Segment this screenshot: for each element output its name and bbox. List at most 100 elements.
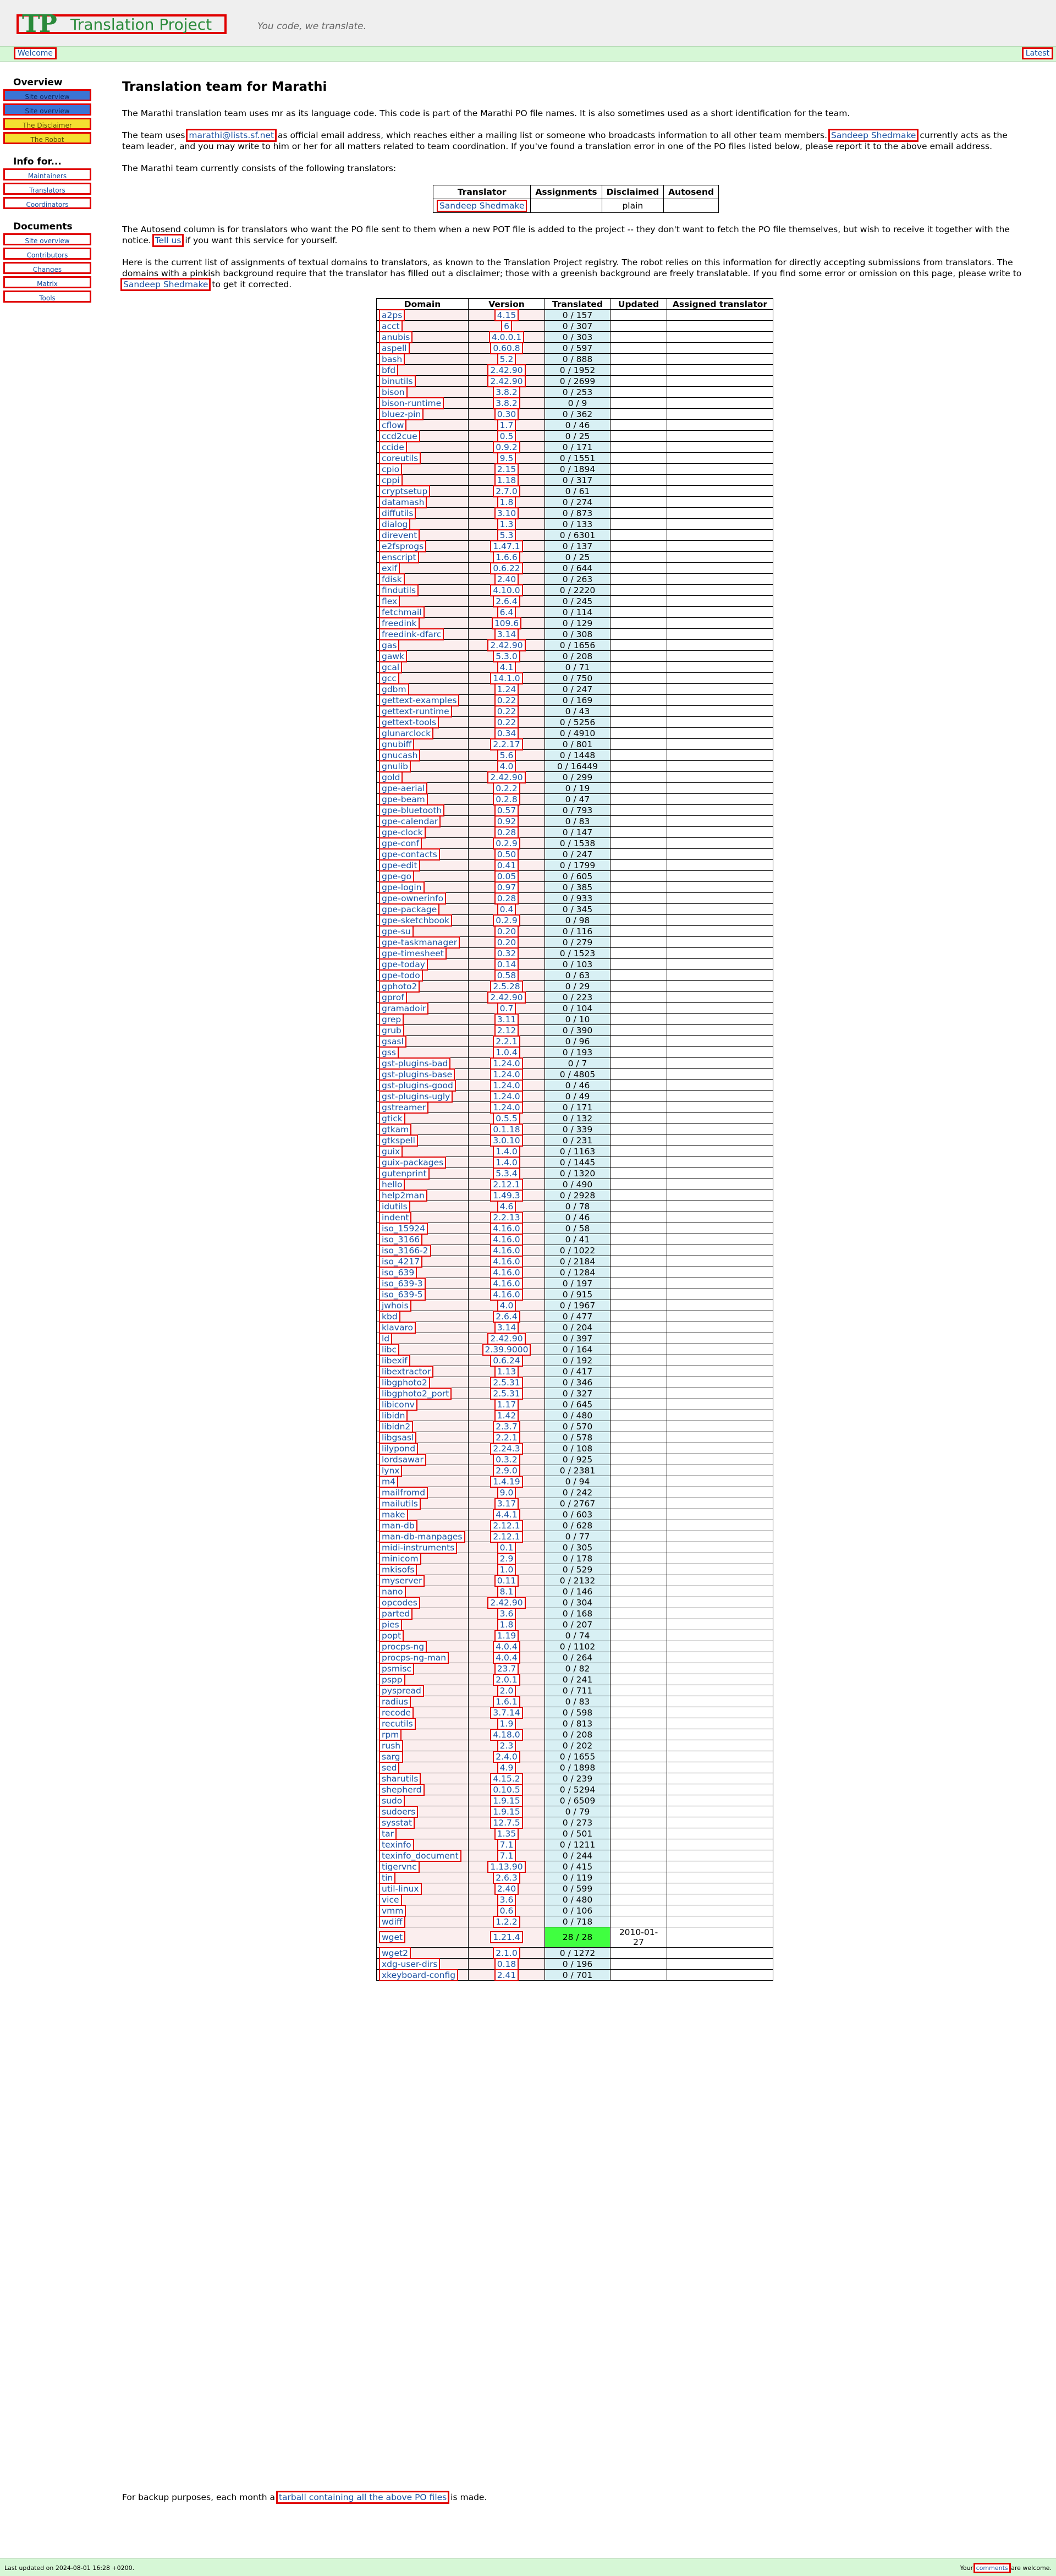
version-link[interactable]: 2.24.3 — [490, 1442, 523, 1455]
version-link[interactable]: 1.6.6 — [493, 551, 520, 563]
team-leader-link[interactable]: Sandeep Shedmake — [828, 129, 919, 142]
domain-link[interactable]: coreutils — [378, 452, 421, 464]
version-link[interactable]: 1.49.3 — [490, 1189, 523, 1202]
version-link[interactable]: 0.05 — [494, 870, 519, 883]
domain-link[interactable]: mailfromd — [378, 1486, 428, 1499]
version-link[interactable]: 2.12 — [494, 1024, 519, 1037]
version-link[interactable]: 2.42.90 — [487, 771, 526, 783]
version-link[interactable]: 0.22 — [494, 716, 519, 728]
version-link[interactable]: 1.24.0 — [490, 1101, 523, 1114]
version-link[interactable]: 2.3 — [497, 1739, 516, 1752]
domain-link[interactable]: cflow — [378, 419, 407, 431]
version-link[interactable]: 2.42.90 — [487, 375, 526, 387]
domain-link[interactable]: gpe-conf — [378, 837, 422, 849]
domain-link[interactable]: rpm — [378, 1728, 402, 1741]
domain-link[interactable]: xkeyboard-config — [378, 1969, 459, 1981]
version-link[interactable]: 4.9 — [497, 1761, 516, 1774]
version-link[interactable]: 3.11 — [494, 1013, 519, 1026]
version-link[interactable]: 5.3.0 — [493, 650, 520, 662]
domain-link[interactable]: mkisofs — [378, 1563, 417, 1576]
version-link[interactable]: 2.0 — [497, 1684, 516, 1697]
version-link[interactable]: 0.7 — [497, 1002, 516, 1015]
version-link[interactable]: 4.15.2 — [490, 1772, 523, 1785]
version-link[interactable]: 2.4.0 — [493, 1750, 520, 1763]
version-link[interactable]: 2.42.90 — [487, 364, 526, 376]
domain-link[interactable]: sudoers — [378, 1805, 419, 1818]
domain-link[interactable]: popt — [378, 1629, 404, 1642]
version-link[interactable]: 1.24.0 — [490, 1090, 523, 1103]
domain-link[interactable]: radius — [379, 1695, 411, 1708]
version-link[interactable]: 5.6 — [497, 749, 516, 761]
domain-link[interactable]: gcal — [378, 661, 403, 673]
domain-link[interactable]: gpe-clock — [379, 826, 426, 838]
domain-link[interactable]: gst-plugins-bad — [378, 1057, 451, 1070]
version-link[interactable]: 0.30 — [494, 408, 519, 420]
version-link[interactable]: 2.9 — [497, 1552, 516, 1565]
version-link[interactable]: 1.9.15 — [490, 1805, 523, 1818]
version-link[interactable]: 0.2.2 — [493, 782, 520, 794]
domain-link[interactable]: gnulib — [379, 760, 411, 772]
domain-link[interactable]: e2fsprogs — [378, 540, 427, 552]
domain-link[interactable]: gphoto2 — [378, 980, 420, 993]
domain-link[interactable]: texinfo — [379, 1838, 414, 1851]
domain-link[interactable]: wget — [378, 1931, 406, 1943]
version-link[interactable]: 4.16.0 — [490, 1288, 523, 1301]
domain-link[interactable]: gprof — [379, 991, 407, 1004]
domain-link[interactable]: aspell — [379, 342, 410, 354]
domain-link[interactable]: libextractor — [378, 1365, 434, 1378]
domain-link[interactable]: gas — [378, 639, 400, 651]
domain-link[interactable]: gpe-su — [379, 925, 414, 938]
domain-link[interactable]: libgphoto2 — [379, 1376, 430, 1389]
version-link[interactable]: 2.5.28 — [490, 980, 523, 993]
domain-link[interactable]: gettext-tools — [378, 716, 439, 728]
version-link[interactable]: 1.7 — [497, 419, 516, 431]
domain-link[interactable]: guix — [378, 1145, 403, 1158]
domain-link[interactable]: mailutils — [379, 1497, 421, 1510]
version-link[interactable]: 1.35 — [494, 1827, 519, 1840]
version-link[interactable]: 0.1 — [497, 1541, 516, 1554]
version-link[interactable]: 0.97 — [494, 881, 519, 894]
tell-us-link[interactable]: Tell us — [152, 234, 184, 247]
domain-link[interactable]: flex — [378, 595, 400, 607]
domain-link[interactable]: xdg-user-dirs — [378, 1958, 441, 1970]
version-link[interactable]: 2.5.31 — [490, 1387, 523, 1400]
version-link[interactable]: 4.18.0 — [490, 1728, 523, 1741]
version-link[interactable]: 3.8.2 — [493, 386, 520, 398]
version-link[interactable]: 1.4.0 — [493, 1156, 520, 1169]
domain-link[interactable]: bfd — [378, 364, 399, 376]
welcome-link[interactable]: Welcome — [13, 47, 57, 59]
domain-link[interactable]: sudo — [378, 1794, 405, 1807]
version-link[interactable]: 2.12.1 — [490, 1530, 523, 1543]
version-link[interactable]: 2.9.0 — [493, 1464, 520, 1477]
version-link[interactable]: 0.32 — [494, 947, 519, 960]
version-link[interactable]: 4.10.0 — [490, 584, 523, 596]
domain-link[interactable]: ld — [378, 1332, 393, 1345]
version-link[interactable]: 2.2.17 — [490, 738, 523, 750]
version-link[interactable]: 2.6.3 — [493, 1871, 520, 1884]
domain-link[interactable]: procps-ng — [378, 1640, 427, 1653]
version-link[interactable]: 3.14 — [494, 1321, 519, 1334]
version-link[interactable]: 7.1 — [497, 1849, 516, 1862]
domain-link[interactable]: tin — [378, 1871, 396, 1884]
sidebar-item-overview-2[interactable]: Site overview — [3, 103, 91, 116]
domain-link[interactable]: sed — [378, 1761, 400, 1774]
version-link[interactable]: 2.42.90 — [487, 991, 526, 1004]
version-link[interactable]: 1.24.0 — [490, 1068, 523, 1081]
version-link[interactable]: 1.8 — [497, 496, 516, 508]
version-link[interactable]: 1.17 — [494, 1398, 519, 1411]
version-link[interactable]: 2.1.0 — [493, 1947, 520, 1959]
domain-link[interactable]: gstreamer — [378, 1101, 429, 1114]
sidebar-item-coordinators[interactable]: Coordinators — [3, 197, 91, 209]
version-link[interactable]: 4.15 — [494, 309, 519, 321]
version-link[interactable]: 2.2.1 — [493, 1431, 520, 1444]
version-link[interactable]: 3.8.2 — [493, 397, 520, 409]
version-link[interactable]: 0.5.5 — [493, 1112, 520, 1125]
version-link[interactable]: 4.0.4 — [493, 1640, 520, 1653]
domain-link[interactable]: opcodes — [379, 1596, 420, 1609]
domain-link[interactable]: psmisc — [379, 1662, 414, 1675]
domain-link[interactable]: indent — [378, 1211, 412, 1224]
version-link[interactable]: 1.42 — [494, 1409, 519, 1422]
version-link[interactable]: 0.6.22 — [490, 562, 523, 574]
domain-link[interactable]: gsasl — [379, 1035, 406, 1048]
version-link[interactable]: 2.40 — [494, 573, 519, 585]
